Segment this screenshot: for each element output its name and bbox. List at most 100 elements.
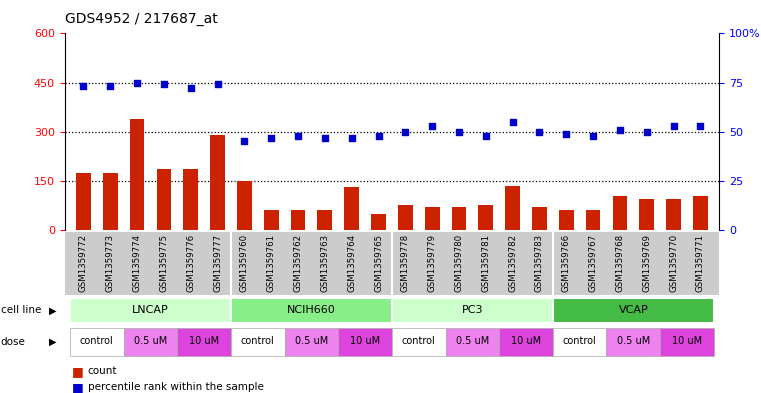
Text: VCAP: VCAP	[619, 305, 648, 315]
Bar	[344, 187, 359, 230]
Point	[641, 129, 653, 135]
Point	[453, 129, 465, 135]
Point	[158, 81, 170, 88]
Point	[131, 79, 143, 86]
Bar	[398, 205, 412, 230]
Point	[78, 83, 90, 90]
Bar	[339, 328, 392, 356]
Text: GSM1359773: GSM1359773	[106, 234, 115, 292]
Text: control: control	[80, 336, 113, 346]
Point	[212, 81, 224, 88]
Bar	[532, 207, 547, 230]
Text: ▶: ▶	[49, 337, 57, 347]
Text: GSM1359765: GSM1359765	[374, 234, 383, 292]
Text: GSM1359770: GSM1359770	[669, 234, 678, 292]
Text: GSM1359761: GSM1359761	[266, 234, 275, 292]
Text: GSM1359778: GSM1359778	[401, 234, 410, 292]
Bar	[660, 328, 714, 356]
Text: GSM1359763: GSM1359763	[320, 234, 330, 292]
Text: GSM1359781: GSM1359781	[481, 234, 490, 292]
Text: GDS4952 / 217687_at: GDS4952 / 217687_at	[65, 12, 218, 26]
Text: GSM1359782: GSM1359782	[508, 234, 517, 292]
Point	[426, 123, 438, 129]
Point	[667, 123, 680, 129]
Bar	[317, 210, 333, 230]
Bar	[231, 328, 285, 356]
Text: control: control	[563, 336, 597, 346]
Text: 10 uM: 10 uM	[511, 336, 541, 346]
Point	[319, 134, 331, 141]
Bar	[552, 298, 714, 323]
Bar	[124, 328, 177, 356]
Bar	[70, 328, 124, 356]
Bar	[666, 199, 681, 230]
Text: GSM1359771: GSM1359771	[696, 234, 705, 292]
Bar	[371, 213, 386, 230]
Bar	[103, 173, 118, 230]
Bar	[451, 207, 466, 230]
Bar	[285, 328, 339, 356]
Bar	[586, 210, 600, 230]
Point	[560, 130, 572, 137]
Bar	[237, 181, 252, 230]
Text: ■: ■	[72, 380, 84, 393]
Bar	[639, 199, 654, 230]
Bar	[70, 298, 231, 323]
Text: GSM1359762: GSM1359762	[294, 234, 303, 292]
Bar	[479, 205, 493, 230]
Text: PC3: PC3	[462, 305, 483, 315]
Text: ▶: ▶	[49, 305, 57, 316]
Point	[292, 132, 304, 139]
Text: NCIH660: NCIH660	[287, 305, 336, 315]
Bar	[613, 195, 627, 230]
Text: 10 uM: 10 uM	[189, 336, 219, 346]
Bar	[499, 328, 552, 356]
Point	[345, 134, 358, 141]
Text: GSM1359768: GSM1359768	[616, 234, 625, 292]
Bar	[210, 135, 225, 230]
Text: LNCAP: LNCAP	[132, 305, 169, 315]
Text: GSM1359766: GSM1359766	[562, 234, 571, 292]
Text: control: control	[402, 336, 435, 346]
Bar	[693, 195, 708, 230]
Bar	[505, 185, 520, 230]
Bar	[183, 169, 198, 230]
Point	[587, 132, 599, 139]
Bar	[392, 328, 445, 356]
Bar	[177, 328, 231, 356]
Bar	[129, 119, 145, 230]
Text: GSM1359769: GSM1359769	[642, 234, 651, 292]
Text: cell line: cell line	[1, 305, 41, 316]
Bar	[76, 173, 91, 230]
Text: 10 uM: 10 uM	[672, 336, 702, 346]
Bar	[607, 328, 660, 356]
Point	[104, 83, 116, 90]
Point	[400, 129, 412, 135]
Text: 0.5 uM: 0.5 uM	[295, 336, 328, 346]
Text: GSM1359767: GSM1359767	[588, 234, 597, 292]
Point	[479, 132, 492, 139]
Point	[265, 134, 277, 141]
Bar	[392, 298, 552, 323]
Bar	[552, 328, 607, 356]
Text: GSM1359779: GSM1359779	[428, 234, 437, 292]
Text: GSM1359774: GSM1359774	[132, 234, 142, 292]
Text: GSM1359780: GSM1359780	[454, 234, 463, 292]
Point	[694, 123, 706, 129]
Text: dose: dose	[1, 337, 26, 347]
Point	[507, 119, 519, 125]
Point	[533, 129, 546, 135]
Text: GSM1359760: GSM1359760	[240, 234, 249, 292]
Point	[185, 85, 197, 92]
Text: 0.5 uM: 0.5 uM	[456, 336, 489, 346]
Bar	[264, 210, 279, 230]
Point	[372, 132, 384, 139]
Text: control: control	[241, 336, 275, 346]
Bar	[291, 210, 305, 230]
Text: GSM1359764: GSM1359764	[347, 234, 356, 292]
Text: 0.5 uM: 0.5 uM	[134, 336, 167, 346]
Bar	[559, 210, 574, 230]
Text: GSM1359772: GSM1359772	[79, 234, 88, 292]
Bar	[445, 328, 499, 356]
Text: percentile rank within the sample: percentile rank within the sample	[88, 382, 263, 392]
